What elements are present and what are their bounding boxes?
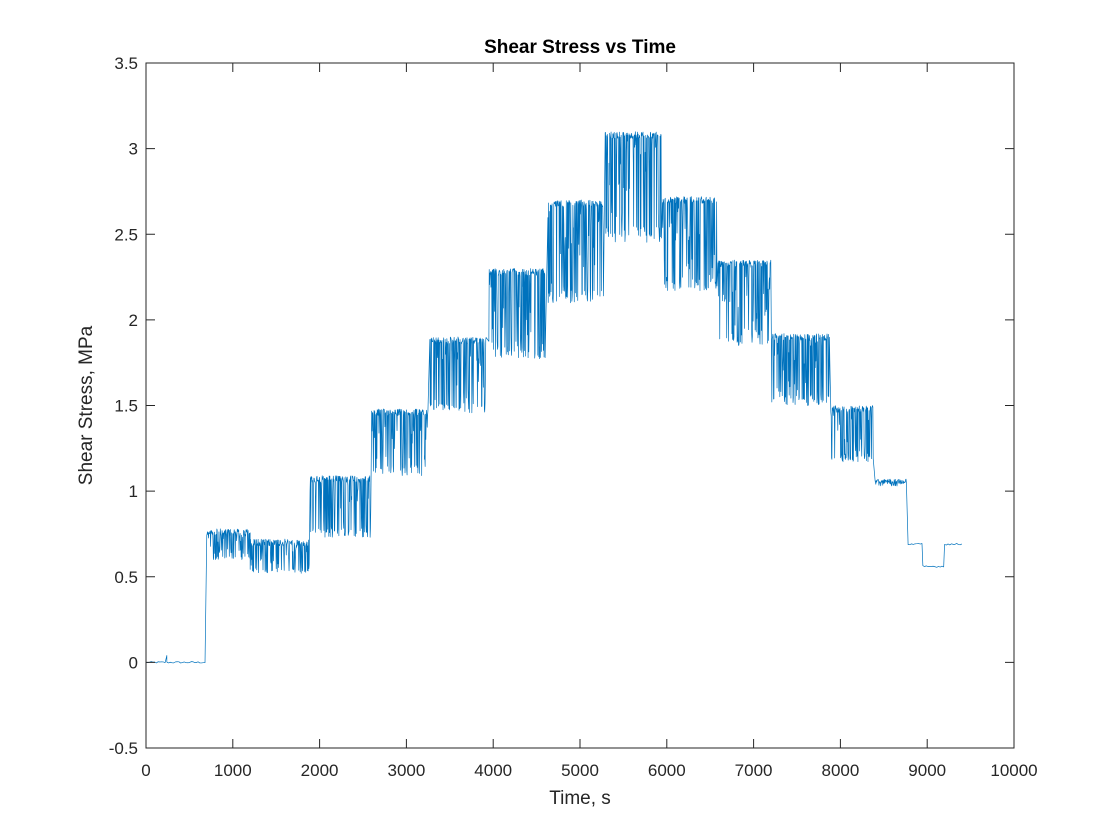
y-tick-label: 0 xyxy=(129,653,138,672)
x-tick-label: 9000 xyxy=(908,761,946,780)
chart-title: Shear Stress vs Time xyxy=(484,37,676,58)
y-tick-label: 1.5 xyxy=(114,397,138,416)
y-tick-label: -0.5 xyxy=(109,739,138,758)
y-tick-label: 3.5 xyxy=(114,54,138,73)
x-tick-label: 3000 xyxy=(387,761,425,780)
x-tick-label: 7000 xyxy=(735,761,773,780)
x-tick-label: 4000 xyxy=(474,761,512,780)
x-tick-label: 2000 xyxy=(301,761,339,780)
axes-box xyxy=(145,62,1015,749)
x-tick-label: 5000 xyxy=(561,761,599,780)
series-layer xyxy=(145,131,963,664)
y-tick-label: 3 xyxy=(129,140,138,159)
x-tick-label: 10000 xyxy=(990,761,1037,780)
x-tick-label: 6000 xyxy=(648,761,686,780)
y-tick-label: 0.5 xyxy=(114,568,138,587)
y-tick-label: 2.5 xyxy=(114,225,138,244)
x-axis-label: Time, s xyxy=(549,788,611,809)
series-line xyxy=(145,131,963,664)
y-tick-label: 1 xyxy=(129,482,138,501)
x-tick-label: 8000 xyxy=(821,761,859,780)
y-axis-label: Shear Stress, MPa xyxy=(76,325,97,485)
axes-background xyxy=(146,63,1014,748)
x-tick-label: 1000 xyxy=(214,761,252,780)
x-tick-label: 0 xyxy=(141,761,150,780)
y-tick-label: 2 xyxy=(129,311,138,330)
ticks-layer: 0 1000 2000 3000 4000 5000 6000 7000 8000 9000 100… xyxy=(109,54,1038,780)
